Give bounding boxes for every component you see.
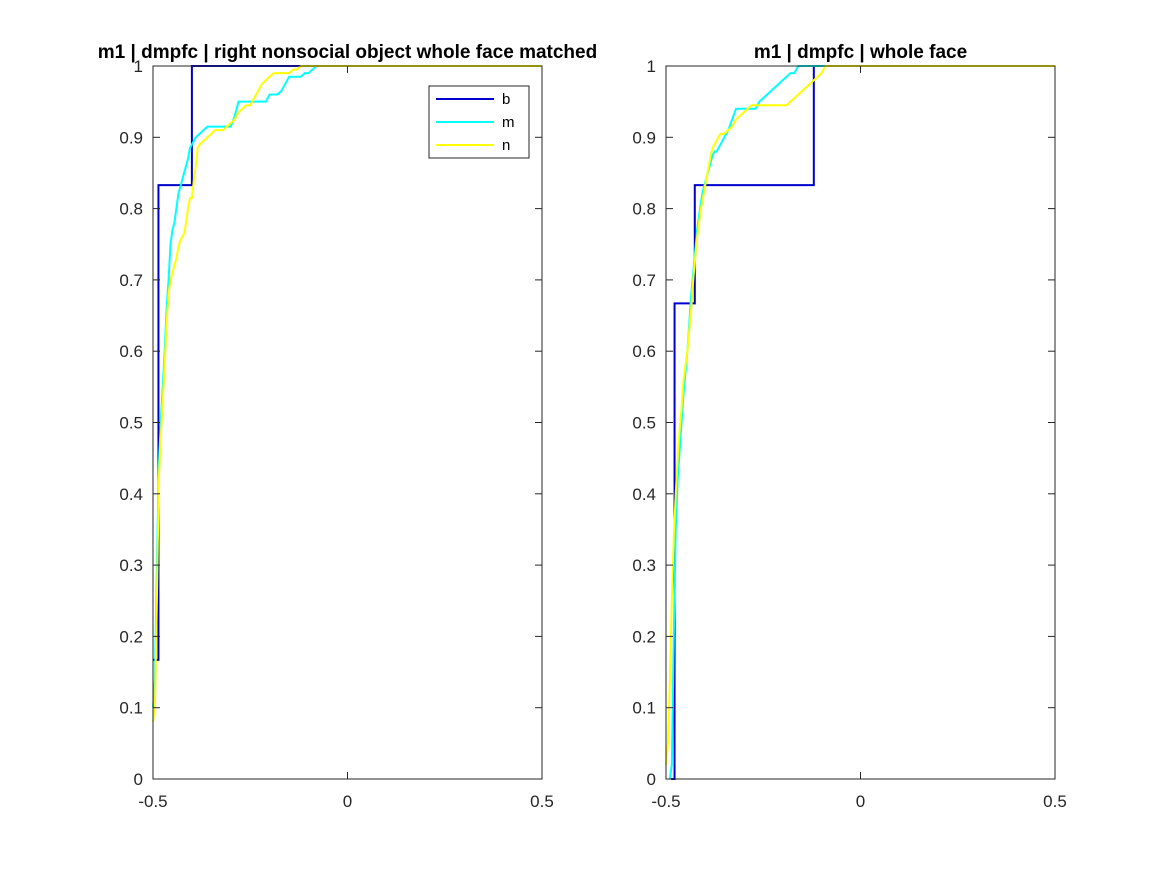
left-y-tick-label: 1 — [134, 57, 143, 76]
right-series-line-n — [665, 65, 1055, 765]
left-x-tick-label: 0.5 — [530, 792, 554, 811]
right-y-tick-label: 0.8 — [632, 200, 656, 219]
left-y-tick-label: 0.8 — [119, 200, 143, 219]
left-chart-title: m1 | dmpfc | right nonsocial object whol… — [98, 42, 597, 63]
right-y-tick-label: 0 — [647, 770, 656, 789]
left-y-tick-label: 0.5 — [119, 414, 143, 433]
right-series-layer — [665, 65, 1055, 780]
left-series-line-n — [152, 65, 542, 723]
right-y-tick-label: 0.7 — [632, 271, 656, 290]
right-y-tick-label: 0.1 — [632, 699, 656, 718]
left-series-line-m — [152, 65, 542, 708]
right-y-tick-label: 0.2 — [632, 627, 656, 646]
left-y-tick-label: 0.9 — [119, 128, 143, 147]
legend-label-m: m — [502, 114, 515, 131]
left-plot-area — [153, 66, 542, 779]
left-y-tick-label: 0.4 — [119, 485, 143, 504]
right-x-tick-label: -0.5 — [651, 792, 680, 811]
right-x-tick-label: 0.5 — [1043, 792, 1067, 811]
right-x-tick-label: 0 — [856, 792, 865, 811]
right-subplot: 0 0.1 0.2 0.3 0.4 0.5 0.6 0.7 0.8 0.9 1 -0.5 0 0.5 m1… — [632, 42, 1066, 811]
left-y-tick-label: 0.2 — [119, 627, 143, 646]
right-y-tick-label: 0.9 — [632, 128, 656, 147]
right-y-tick-label: 0.4 — [632, 485, 656, 504]
legend-label-n: n — [502, 137, 510, 154]
right-y-tick-label: 0.5 — [632, 414, 656, 433]
left-ticks-layer: 0 0.1 0.2 0.3 0.4 0.5 0.6 0.7 0.8 0.9 1 -0.5 0 0.5 — [119, 57, 553, 811]
left-x-tick-label: -0.5 — [138, 792, 167, 811]
left-y-tick-label: 0.1 — [119, 699, 143, 718]
left-subplot: 0 0.1 0.2 0.3 0.4 0.5 0.6 0.7 0.8 0.9 1 -0.5 0 0.5 m1… — [98, 42, 597, 811]
legend: bmn — [428, 85, 530, 159]
legend-label-b: b — [502, 91, 510, 108]
right-chart-title: m1 | dmpfc | whole face — [754, 42, 967, 63]
left-y-tick-label: 0.6 — [119, 342, 143, 361]
right-y-tick-label: 0.6 — [632, 342, 656, 361]
left-y-tick-label: 0.7 — [119, 271, 143, 290]
right-ticks-layer: 0 0.1 0.2 0.3 0.4 0.5 0.6 0.7 0.8 0.9 1 -0.5 0 0.5 — [632, 57, 1066, 811]
right-plot-area — [666, 66, 1055, 779]
right-y-tick-label: 0.3 — [632, 556, 656, 575]
left-y-tick-label: 0.3 — [119, 556, 143, 575]
right-y-tick-label: 1 — [647, 57, 656, 76]
left-y-tick-label: 0 — [134, 770, 143, 789]
left-x-tick-label: 0 — [343, 792, 352, 811]
